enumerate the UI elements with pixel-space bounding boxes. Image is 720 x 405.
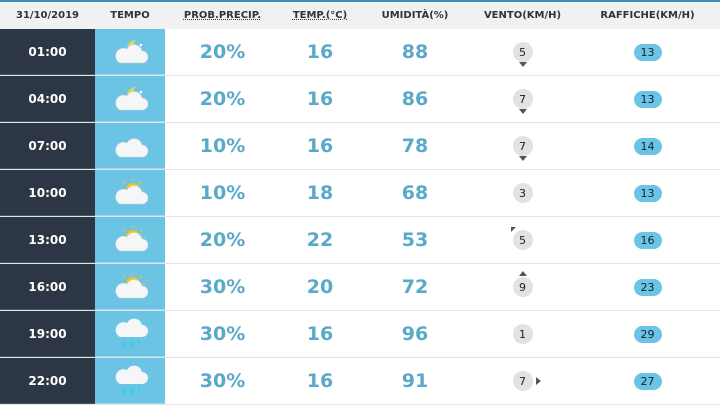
wind-badge: 1 [512, 324, 533, 344]
temp-value: 16 [306, 135, 334, 157]
cloud-sun-icon [95, 170, 165, 216]
gust-badge: 13 [633, 43, 662, 61]
table-row: 16:00 30% 20 72 9 23 [0, 264, 720, 311]
temp-value: 20 [306, 276, 334, 298]
wind-badge: 7 [512, 89, 533, 114]
wind-value: 7 [519, 139, 526, 153]
header-precip[interactable]: PROB.PRECIP. [183, 10, 262, 21]
table-row: 07:00 10% 16 78 7 14 [0, 123, 720, 170]
header-raffiche: RAFFICHE(KM/H) [600, 10, 695, 21]
wind-direction-arrow-icon [518, 109, 527, 114]
header-temp[interactable]: TEMP.(°C) [292, 10, 348, 21]
temp-value: 16 [306, 370, 334, 392]
temp-value: 22 [306, 229, 334, 251]
wind-direction-arrow-icon [535, 377, 541, 385]
wind-badge: 5 [510, 227, 533, 250]
table-row: 22:00 30% 16 91 7 27 [0, 358, 720, 405]
humidity-value: 68 [401, 182, 429, 204]
wind-direction-arrow-icon [518, 156, 527, 161]
precip-value: 10% [199, 182, 246, 204]
wind-value: 9 [519, 280, 526, 294]
gust-badge: 29 [633, 325, 662, 343]
wind-value: 1 [519, 327, 526, 341]
wind-direction-arrow-icon [518, 62, 527, 67]
wind-badge: 5 [512, 42, 533, 67]
table-row: 04:00 20% 16 86 7 13 [0, 76, 720, 123]
cloud-moon-icon [95, 76, 165, 122]
wind-value: 7 [519, 92, 526, 106]
humidity-value: 91 [401, 370, 429, 392]
humidity-value: 78 [401, 135, 429, 157]
wind-badge: 9 [512, 271, 533, 297]
cloud-storm-icon [95, 311, 165, 357]
temp-value: 16 [306, 88, 334, 110]
cloud-storm-icon [95, 358, 165, 404]
precip-value: 10% [199, 135, 246, 157]
cloud-icon [95, 123, 165, 169]
gust-badge: 23 [633, 278, 662, 296]
table-header: 31/10/2019 TEMPO PROB.PRECIP. TEMP.(°C) … [0, 2, 720, 29]
cloud-sun-icon [95, 217, 165, 263]
precip-value: 20% [199, 229, 246, 251]
temp-value: 16 [306, 41, 334, 63]
wind-direction-arrow-icon [510, 227, 516, 232]
table-row: 13:00 20% 22 53 5 16 [0, 217, 720, 264]
temp-value: 16 [306, 323, 334, 345]
header-tempo: TEMPO [110, 10, 150, 21]
table-row: 10:00 10% 18 68 3 13 [0, 170, 720, 217]
cloud-moon-icon [95, 29, 165, 75]
precip-value: 20% [199, 88, 246, 110]
precip-value: 30% [199, 370, 246, 392]
gust-badge: 14 [633, 137, 662, 155]
time-cell: 04:00 [0, 76, 95, 122]
header-umidita: UMIDITÀ(%) [381, 10, 449, 21]
table-row: 19:00 30% 16 96 1 29 [0, 311, 720, 358]
time-cell: 16:00 [0, 264, 95, 310]
time-cell: 10:00 [0, 170, 95, 216]
wind-value: 7 [519, 374, 526, 388]
time-cell: 07:00 [0, 123, 95, 169]
wind-value: 5 [519, 45, 526, 59]
gust-badge: 13 [633, 184, 662, 202]
table-row: 01:00 20% 16 88 5 13 [0, 29, 720, 76]
header-date: 31/10/2019 [16, 10, 79, 21]
time-cell: 22:00 [0, 358, 95, 404]
gust-badge: 13 [633, 90, 662, 108]
humidity-value: 72 [401, 276, 429, 298]
humidity-value: 88 [401, 41, 429, 63]
time-cell: 13:00 [0, 217, 95, 263]
wind-value: 5 [519, 233, 526, 247]
gust-badge: 16 [633, 231, 662, 249]
header-vento: VENTO(KM/H) [483, 10, 562, 21]
humidity-value: 96 [401, 323, 429, 345]
precip-value: 30% [199, 323, 246, 345]
precip-value: 20% [199, 41, 246, 63]
wind-badge: 3 [512, 183, 533, 203]
wind-direction-arrow-icon [518, 271, 527, 276]
humidity-value: 53 [401, 229, 429, 251]
wind-value: 3 [519, 186, 526, 200]
time-cell: 01:00 [0, 29, 95, 75]
wind-badge: 7 [512, 371, 541, 391]
precip-value: 30% [199, 276, 246, 298]
time-cell: 19:00 [0, 311, 95, 357]
humidity-value: 86 [401, 88, 429, 110]
wind-badge: 7 [512, 136, 533, 161]
temp-value: 18 [306, 182, 334, 204]
cloud-sun-icon [95, 264, 165, 310]
gust-badge: 27 [633, 372, 662, 390]
